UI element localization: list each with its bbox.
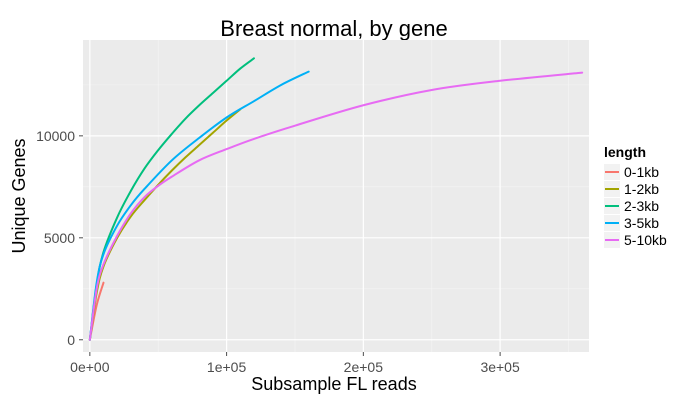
legend-label: 0-1kb xyxy=(624,164,659,180)
y-tick-label: 5000 xyxy=(44,230,75,246)
x-tick-label: 3e+05 xyxy=(480,359,520,375)
legend-label: 3-5kb xyxy=(624,215,659,231)
series-lines xyxy=(88,57,584,341)
x-tick-label: 1e+05 xyxy=(207,359,247,375)
x-tick-label: 2e+05 xyxy=(344,359,384,375)
y-axis-title: Unique Genes xyxy=(9,138,29,253)
legend-title: length xyxy=(604,144,646,160)
y-axis: 0 5000 10000 xyxy=(36,128,83,348)
x-axis-title: Subsample FL reads xyxy=(251,374,416,394)
minor-grid xyxy=(83,40,589,352)
legend-label: 5-10kb xyxy=(624,232,667,248)
x-axis: 0e+00 1e+05 2e+05 3e+05 xyxy=(70,352,520,375)
x-tick-label: 0e+00 xyxy=(70,359,110,375)
series-line-3-5kb xyxy=(88,70,310,341)
y-tick-label: 10000 xyxy=(36,128,75,144)
legend-label: 2-3kb xyxy=(624,198,659,214)
series-line-5-10kb xyxy=(88,71,584,341)
chart-title: Breast normal, by gene xyxy=(220,16,447,41)
y-tick-label: 0 xyxy=(67,332,75,348)
plot-panel xyxy=(83,40,589,352)
major-grid xyxy=(83,40,589,352)
legend-label: 1-2kb xyxy=(624,181,659,197)
